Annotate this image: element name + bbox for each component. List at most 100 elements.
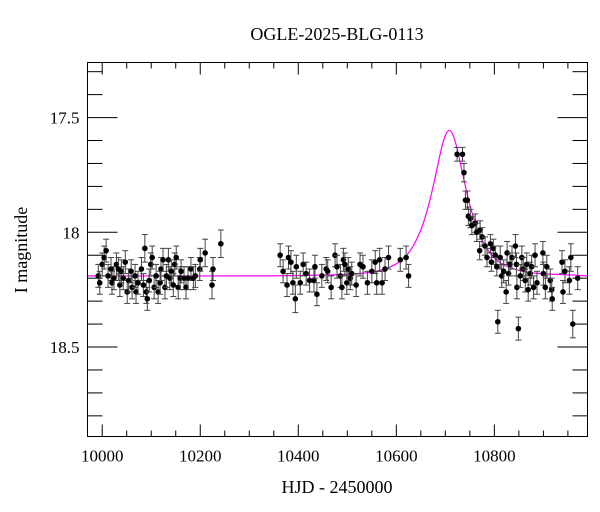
point-marker bbox=[515, 325, 522, 332]
data-point bbox=[373, 270, 380, 295]
x-tick-label: 10800 bbox=[473, 447, 516, 466]
point-marker bbox=[135, 279, 141, 286]
model-curve-group bbox=[87, 129, 588, 277]
point-marker bbox=[559, 259, 565, 265]
data-point bbox=[293, 254, 300, 279]
point-marker bbox=[314, 291, 320, 298]
point-marker bbox=[300, 261, 306, 268]
data-point bbox=[525, 277, 532, 302]
data-point bbox=[184, 266, 191, 291]
point-marker bbox=[160, 257, 166, 263]
y-tick-label: 18.5 bbox=[50, 338, 80, 357]
point-marker bbox=[324, 268, 331, 275]
data-point bbox=[539, 240, 546, 265]
point-marker bbox=[109, 279, 115, 286]
point-marker bbox=[512, 243, 519, 249]
point-marker bbox=[303, 270, 309, 277]
point-marker bbox=[542, 284, 549, 291]
data-point bbox=[484, 247, 491, 268]
point-marker bbox=[566, 277, 573, 284]
point-marker bbox=[476, 247, 483, 254]
point-marker bbox=[173, 254, 180, 261]
point-marker bbox=[494, 263, 500, 270]
data-point bbox=[542, 275, 549, 300]
data-point bbox=[217, 229, 224, 259]
point-marker bbox=[497, 254, 504, 261]
data-point bbox=[105, 263, 112, 288]
data-point bbox=[493, 257, 500, 277]
point-marker bbox=[181, 275, 187, 281]
data-point bbox=[324, 259, 331, 284]
y-axis-label: I magnitude bbox=[11, 207, 31, 293]
data-point bbox=[517, 263, 524, 288]
data-point bbox=[202, 238, 209, 268]
data-point bbox=[532, 243, 539, 268]
data-point bbox=[534, 270, 541, 295]
point-marker bbox=[280, 268, 286, 275]
data-point bbox=[125, 268, 132, 293]
data-point bbox=[209, 257, 216, 281]
data-point bbox=[494, 309, 501, 334]
point-marker bbox=[293, 263, 300, 270]
point-marker bbox=[484, 254, 490, 261]
data-point bbox=[559, 250, 566, 275]
data-point bbox=[405, 263, 412, 288]
x-tick-label: 10200 bbox=[179, 447, 222, 466]
point-marker bbox=[385, 254, 392, 261]
data-point bbox=[460, 162, 467, 183]
y-tick-label: 17.5 bbox=[50, 109, 80, 128]
data-point bbox=[522, 268, 529, 293]
point-marker bbox=[144, 296, 151, 302]
data-point bbox=[159, 247, 166, 272]
data-point bbox=[209, 270, 216, 300]
point-marker bbox=[132, 273, 138, 279]
point-marker bbox=[175, 284, 181, 291]
data-point bbox=[376, 247, 383, 272]
point-marker bbox=[118, 268, 125, 275]
data-point bbox=[364, 270, 371, 295]
point-marker bbox=[312, 263, 318, 270]
point-marker bbox=[459, 151, 466, 158]
data-point bbox=[128, 259, 135, 284]
data-point bbox=[287, 250, 294, 275]
point-marker bbox=[500, 268, 507, 275]
data-point bbox=[341, 252, 348, 277]
data-point bbox=[454, 146, 461, 162]
point-marker bbox=[306, 277, 313, 284]
data-point bbox=[192, 263, 199, 288]
data-point bbox=[464, 190, 471, 210]
data-point bbox=[379, 270, 386, 295]
point-marker bbox=[96, 279, 103, 286]
data-point bbox=[318, 263, 325, 288]
point-marker bbox=[138, 266, 145, 272]
point-marker bbox=[125, 277, 132, 284]
point-marker bbox=[108, 266, 114, 272]
point-marker bbox=[353, 282, 359, 288]
point-marker bbox=[328, 284, 334, 291]
data-point bbox=[140, 273, 147, 298]
point-marker bbox=[534, 279, 540, 286]
data-point bbox=[280, 259, 287, 284]
point-marker bbox=[530, 284, 537, 291]
point-marker bbox=[342, 261, 348, 268]
point-marker bbox=[146, 277, 153, 284]
point-marker bbox=[487, 240, 494, 247]
point-marker bbox=[101, 254, 107, 261]
point-marker bbox=[290, 279, 296, 286]
data-point bbox=[311, 254, 318, 279]
point-marker bbox=[277, 252, 283, 259]
data-point bbox=[357, 252, 364, 277]
point-marker bbox=[514, 284, 520, 291]
data-point bbox=[372, 250, 379, 275]
point-marker bbox=[142, 245, 148, 252]
data-point bbox=[113, 252, 120, 277]
y-tick-label: 18 bbox=[63, 223, 80, 242]
point-marker bbox=[120, 275, 127, 281]
point-marker bbox=[532, 252, 538, 259]
point-marker bbox=[209, 282, 215, 288]
point-marker bbox=[372, 259, 379, 265]
point-marker bbox=[513, 261, 520, 268]
point-marker bbox=[568, 254, 574, 261]
point-marker bbox=[218, 240, 224, 247]
point-marker bbox=[488, 259, 495, 265]
